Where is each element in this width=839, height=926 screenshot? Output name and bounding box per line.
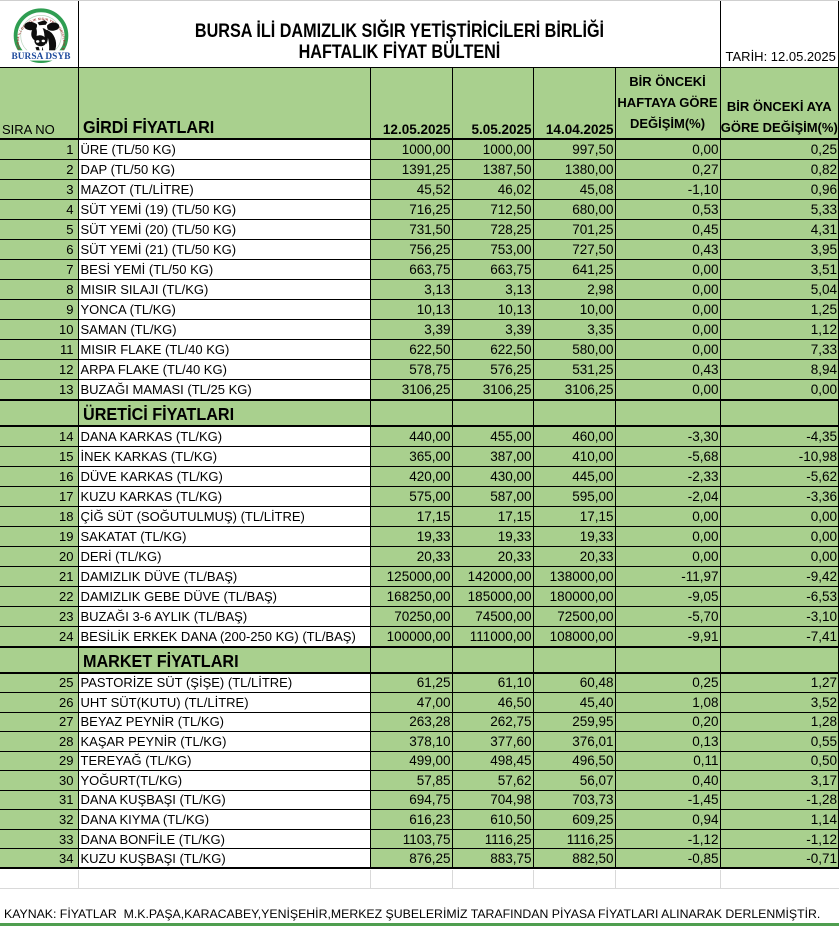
svg-text:BURSA DSYB: BURSA DSYB <box>11 52 70 62</box>
